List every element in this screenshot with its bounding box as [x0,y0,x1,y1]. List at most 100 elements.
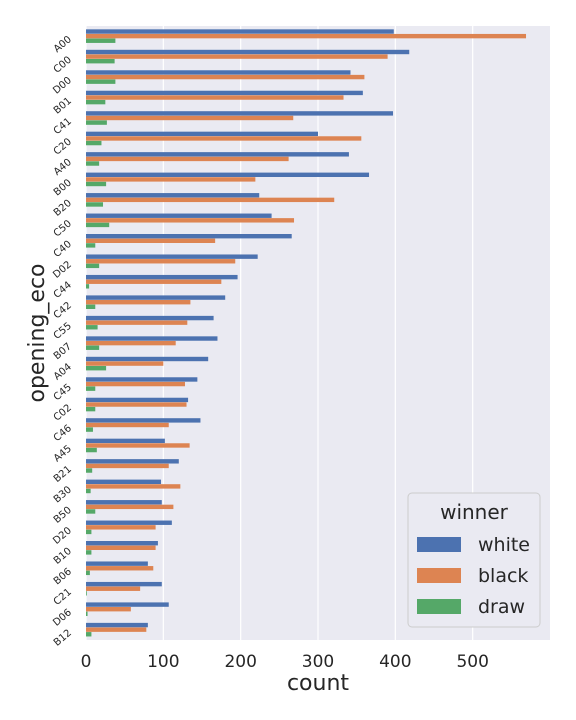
y-tick-label: B21 [52,464,74,485]
bar-draw-B01 [86,99,106,105]
bar-draw-C42 [86,304,96,309]
bar-white-C40 [86,234,292,239]
bar-draw-B21 [86,468,93,473]
bar-white-C55 [86,315,214,321]
bar-black-C21 [86,586,141,591]
y-tick-label: C02 [52,403,74,424]
bar-black-B20 [86,197,335,203]
bar-draw-C45 [86,386,96,391]
legend-title: winner [440,500,509,524]
y-tick-label: C21 [52,587,74,608]
bar-white-D02 [86,254,258,259]
y-tick-label: B10 [52,546,74,567]
bar-draw-C50 [86,222,110,228]
bar-draw-C20 [86,140,102,146]
bar-draw-B07 [86,345,100,350]
bar-draw-C40 [86,243,96,248]
y-tick-label: C20 [52,136,74,157]
bar-white-B10 [86,541,158,546]
bar-black-A00 [86,33,527,39]
bar-white-D20 [86,520,172,525]
x-tick-label: 0 [81,652,92,672]
bar-white-D06 [86,602,169,607]
legend-label-black: black [478,565,528,587]
y-tick-label: C41 [52,116,74,137]
bar-black-A04 [86,361,164,366]
legend: winner white black draw [407,492,541,628]
bar-draw-C44 [86,284,90,289]
bar-white-B12 [86,622,148,628]
legend-label-white: white [478,534,530,556]
bar-draw-B06 [86,570,90,576]
bar-white-C41 [86,111,394,116]
y-tick-label: C40 [52,239,74,260]
legend-swatch-black [417,568,461,583]
y-tick-label: C50 [52,218,74,239]
bar-black-D06 [86,607,131,612]
bar-white-C45 [86,377,198,382]
y-tick-label: A00 [52,34,74,55]
bar-white-A45 [86,438,165,444]
bar-white-B00 [86,172,370,177]
bar-draw-B12 [86,632,92,637]
bar-white-B01 [86,90,363,96]
x-tick-labels: 0 100 200 300 400 500 [81,652,489,672]
bar-white-C00 [86,49,410,55]
bars [86,29,527,637]
bar-white-A04 [86,356,209,362]
bar-black-C00 [86,54,388,59]
x-tick-label: 300 [302,652,334,672]
bar-draw-B20 [86,202,104,207]
bar-black-C20 [86,136,362,141]
bar-draw-D00 [86,79,116,84]
bar-draw-B10 [86,550,92,555]
bar-black-B21 [86,463,169,469]
y-tick-label: B00 [52,177,74,198]
y-tick-label: B06 [52,566,74,587]
bar-black-B06 [86,566,154,571]
bar-white-B06 [86,561,148,566]
bar-white-B21 [86,459,179,464]
legend-box [407,492,541,628]
bar-draw-A00 [86,38,116,43]
bar-black-B30 [86,484,181,489]
y-tick-label: B01 [52,96,74,117]
bar-draw-B30 [86,488,91,494]
bar-draw-C46 [86,427,93,432]
bar-draw-C41 [86,120,107,125]
bar-black-B10 [86,545,156,550]
x-tick-label: 100 [147,652,179,672]
y-tick-label: C46 [52,423,74,444]
x-tick-label: 200 [224,652,256,672]
legend-swatch-white [417,537,461,552]
y-tick-label: B20 [52,198,74,219]
bar-black-C50 [86,218,295,223]
bar-white-B20 [86,193,260,198]
y-tick-label: D02 [51,259,74,281]
bar-black-C46 [86,422,169,428]
y-tick-label: A04 [52,362,74,383]
bar-black-B12 [86,627,147,632]
bar-black-D02 [86,259,236,264]
legend-label-draw: draw [478,596,525,618]
bar-black-C41 [86,115,294,121]
bar-white-B07 [86,336,218,341]
bar-black-B50 [86,504,174,510]
y-tick-label: A45 [52,443,74,464]
bar-white-C20 [86,131,318,137]
bar-draw-C55 [86,325,98,330]
bar-black-D00 [86,74,365,80]
bar-white-A40 [86,152,349,157]
x-axis-title: count [287,671,349,696]
bar-draw-D02 [86,263,100,269]
bar-draw-A45 [86,447,97,453]
legend-swatch-draw [417,599,461,614]
bar-black-B07 [86,340,176,346]
bar-draw-C00 [86,59,115,64]
bar-draw-D06 [86,611,88,616]
y-tick-label: D20 [51,525,74,547]
y-tick-label: C00 [52,55,74,76]
bar-black-C02 [86,402,187,407]
y-tick-label: B12 [52,628,74,649]
